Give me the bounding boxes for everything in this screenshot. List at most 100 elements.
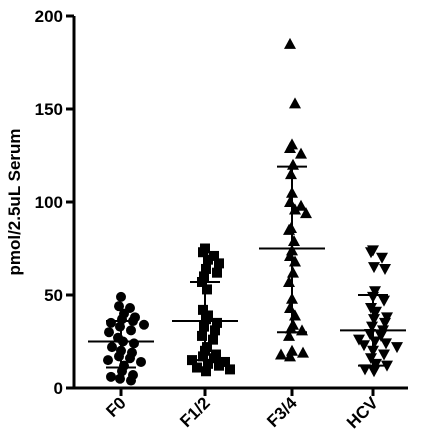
data-point — [199, 271, 209, 282]
x-ticks: F0 F1/2 F3/4 HCV — [102, 388, 382, 432]
data-point — [203, 254, 213, 265]
data-point — [370, 306, 382, 318]
data-point — [115, 321, 125, 332]
data-point — [358, 340, 370, 352]
data-point — [198, 351, 208, 362]
data-point — [296, 324, 308, 336]
y-tick-label: 0 — [54, 379, 63, 398]
data-point — [287, 266, 299, 278]
x-tick-label: HCV — [343, 393, 382, 432]
data-point — [391, 342, 403, 354]
data-point — [209, 250, 219, 261]
y-ticks: 0 50 100 150 200 — [35, 7, 74, 398]
data-point — [209, 353, 219, 364]
data-point — [366, 321, 378, 333]
data-point — [365, 247, 377, 259]
data-point — [114, 301, 124, 312]
data-point — [289, 255, 301, 267]
data-point — [283, 223, 295, 235]
data-point — [139, 319, 149, 330]
data-point — [201, 366, 211, 377]
data-point — [203, 358, 213, 369]
data-point — [379, 263, 391, 275]
data-point — [114, 351, 124, 362]
data-point — [300, 207, 312, 219]
data-point — [289, 203, 301, 215]
data-point — [106, 317, 116, 328]
data-point — [126, 325, 136, 336]
data-points — [103, 37, 403, 386]
data-point — [286, 186, 298, 198]
data-point — [199, 321, 209, 332]
data-point — [297, 346, 309, 358]
x-tick-label: F0 — [102, 393, 129, 420]
data-point — [288, 235, 300, 247]
data-point — [212, 317, 222, 328]
data-point — [381, 312, 393, 324]
data-point — [197, 276, 207, 287]
data-point — [367, 291, 379, 303]
data-point — [214, 360, 224, 371]
data-point — [285, 322, 297, 334]
data-point — [377, 325, 389, 337]
data-point — [210, 325, 220, 336]
data-point — [201, 263, 211, 274]
data-point — [364, 329, 376, 341]
data-point — [187, 355, 197, 366]
data-point — [106, 371, 116, 382]
y-tick-label: 150 — [35, 100, 63, 119]
data-point — [198, 247, 208, 258]
data-point — [376, 252, 388, 264]
data-point — [368, 366, 380, 378]
data-point — [192, 362, 202, 373]
data-point — [126, 375, 136, 386]
data-point — [289, 97, 301, 109]
data-point — [369, 336, 381, 348]
data-point — [378, 295, 390, 307]
data-point — [284, 249, 296, 261]
data-point — [128, 316, 138, 327]
data-point — [115, 373, 125, 384]
data-point — [375, 330, 387, 342]
data-point — [367, 345, 379, 357]
data-point — [295, 147, 307, 159]
data-point — [287, 158, 299, 170]
data-point — [201, 314, 211, 325]
data-point — [359, 364, 371, 376]
y-tick-label: 200 — [35, 7, 63, 26]
data-point — [365, 353, 377, 365]
data-point — [225, 364, 235, 375]
data-point — [200, 345, 210, 356]
data-point — [202, 284, 212, 295]
data-point — [381, 360, 393, 372]
data-point — [283, 275, 295, 287]
data-point — [379, 317, 391, 329]
data-point — [118, 336, 128, 347]
data-point — [136, 356, 146, 367]
data-point — [285, 168, 297, 180]
data-point — [353, 334, 365, 346]
y-tick-label: 50 — [44, 286, 63, 305]
data-point — [212, 267, 222, 278]
data-point — [370, 358, 382, 370]
data-point — [283, 329, 295, 341]
data-point — [380, 338, 392, 350]
data-point — [103, 355, 113, 366]
y-tick-label: 100 — [35, 193, 63, 212]
data-point — [116, 291, 126, 302]
data-point — [369, 286, 381, 298]
data-point — [284, 196, 296, 207]
data-point — [284, 302, 296, 314]
data-point — [286, 292, 298, 304]
data-point — [368, 262, 380, 274]
data-point — [284, 37, 296, 49]
data-point — [368, 314, 380, 326]
data-point — [125, 353, 135, 364]
data-point — [378, 349, 390, 361]
data-point — [289, 309, 301, 321]
data-point — [107, 342, 117, 353]
data-point — [275, 348, 287, 360]
data-point — [214, 258, 224, 269]
data-point — [284, 142, 296, 154]
